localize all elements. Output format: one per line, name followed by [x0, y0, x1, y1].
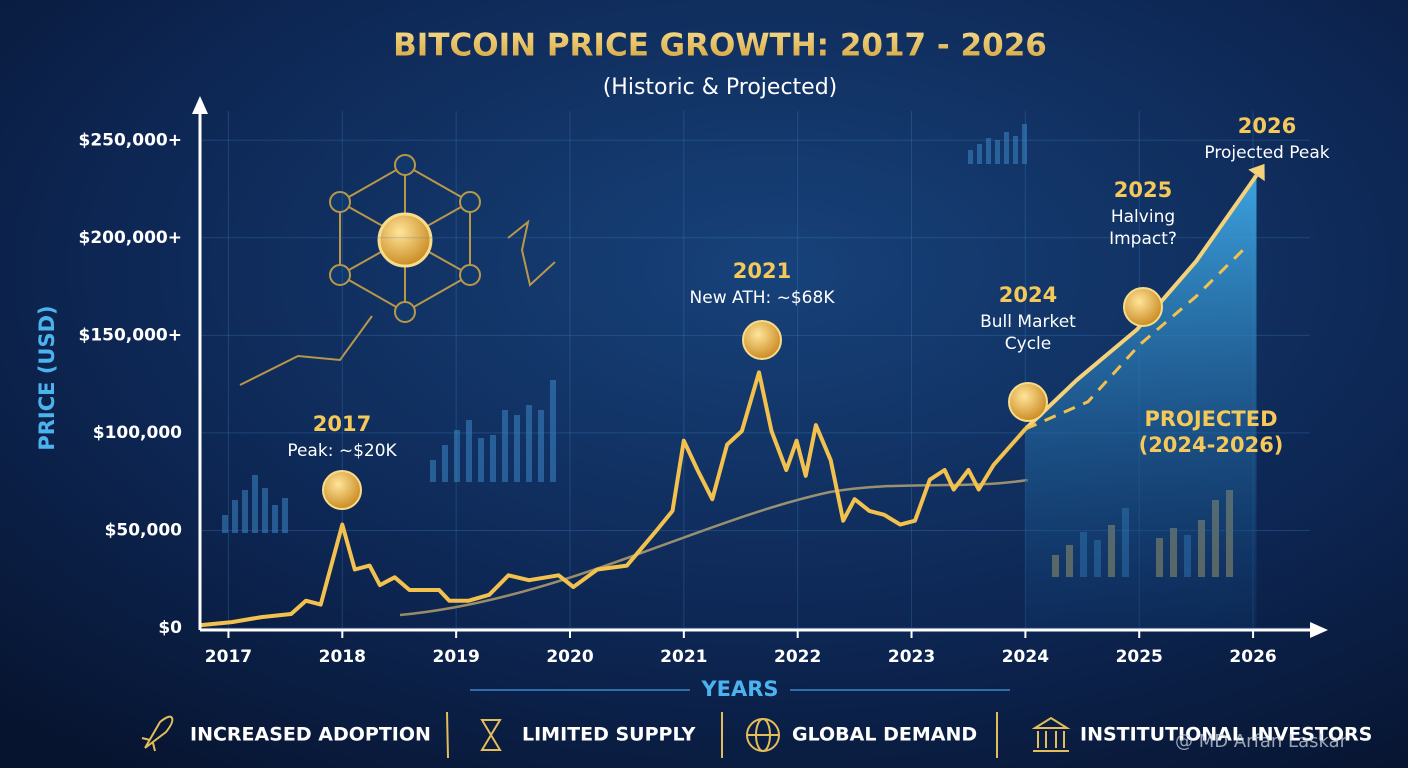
- x-tick-label: 2020: [546, 647, 593, 667]
- annotation-text: Bull Market: [980, 312, 1076, 332]
- annotation-title: 2026: [1238, 114, 1296, 138]
- arrow-head: [1248, 163, 1265, 182]
- y-tick-label: $200,000+: [78, 228, 182, 248]
- projected-area: [1025, 175, 1257, 628]
- footer-item: INSTITUTIONAL INVESTORS: [1080, 724, 1372, 746]
- annotation-title: 2021: [733, 259, 791, 283]
- annotation-text: Peak: ~$20K: [287, 441, 397, 461]
- annotation-title: PROJECTED: [1144, 407, 1277, 431]
- annotation-text: Halving: [1111, 207, 1175, 227]
- annotation-text: Projected Peak: [1204, 143, 1329, 163]
- watermark: @ MD Arfan Laskar: [1175, 731, 1348, 752]
- x-tick-label: 2019: [432, 647, 479, 667]
- price-line: [200, 370, 1027, 628]
- chart-subtitle: (Historic & Projected): [603, 75, 838, 100]
- y-tick-label: $0: [158, 618, 182, 638]
- axes: [192, 96, 1328, 638]
- y-axis-label: PRICE (USD): [35, 305, 59, 450]
- x-tick-label: 2025: [1116, 647, 1163, 667]
- x-tick-label: 2021: [660, 647, 707, 667]
- annotation: PROJECTED(2024-2026): [1139, 407, 1284, 457]
- y-tick-label: $100,000: [93, 423, 182, 443]
- annotation: 2017 Peak: ~$20K: [287, 412, 398, 510]
- x-tick-label: 2017: [205, 647, 252, 667]
- annotation-title: 2024: [999, 283, 1057, 307]
- annotation-title: 2017: [313, 412, 371, 436]
- coin-icon: [1123, 287, 1163, 327]
- y-tick-label: $50,000: [105, 520, 183, 540]
- annotation-text: Impact?: [1109, 229, 1177, 249]
- annotation-text: New ATH: ~$68K: [690, 288, 836, 308]
- y-tick-label: $250,000+: [78, 130, 182, 150]
- annotation: 2021 New ATH: ~$68K: [690, 259, 836, 360]
- x-tick-label: 2026: [1229, 647, 1276, 667]
- plot: 2017 Peak: ~$20K 2021 New ATH: ~$68K 2024 Bul…: [200, 114, 1330, 628]
- coin-icon: [377, 212, 433, 268]
- annotation-text: Cycle: [1005, 334, 1051, 354]
- x-axis-label: YEARS: [700, 677, 778, 701]
- annotation: 2026 Projected Peak: [1204, 114, 1329, 163]
- coin-icon: [742, 320, 782, 360]
- y-tick-label: $150,000+: [78, 325, 182, 345]
- annotation-text: (2024-2026): [1139, 433, 1284, 457]
- footer-item: LIMITED SUPPLY: [522, 724, 696, 746]
- x-tick-label: 2024: [1002, 647, 1049, 667]
- coin-icon: [322, 470, 362, 510]
- footer-item: INCREASED ADOPTION: [190, 724, 431, 746]
- x-tick-label: 2022: [774, 647, 821, 667]
- x-tick-label: 2023: [888, 647, 935, 667]
- annotation-title: 2025: [1114, 178, 1172, 202]
- price-line: [1024, 174, 1259, 431]
- coin-icon: [1008, 382, 1048, 422]
- chart-title: BITCOIN PRICE GROWTH: 2017 - 2026: [393, 28, 1047, 64]
- footer-icons: [141, 711, 1071, 759]
- x-tick-label: 2018: [319, 647, 366, 667]
- price-line: [1024, 244, 1249, 431]
- footer-item: GLOBAL DEMAND: [792, 724, 977, 746]
